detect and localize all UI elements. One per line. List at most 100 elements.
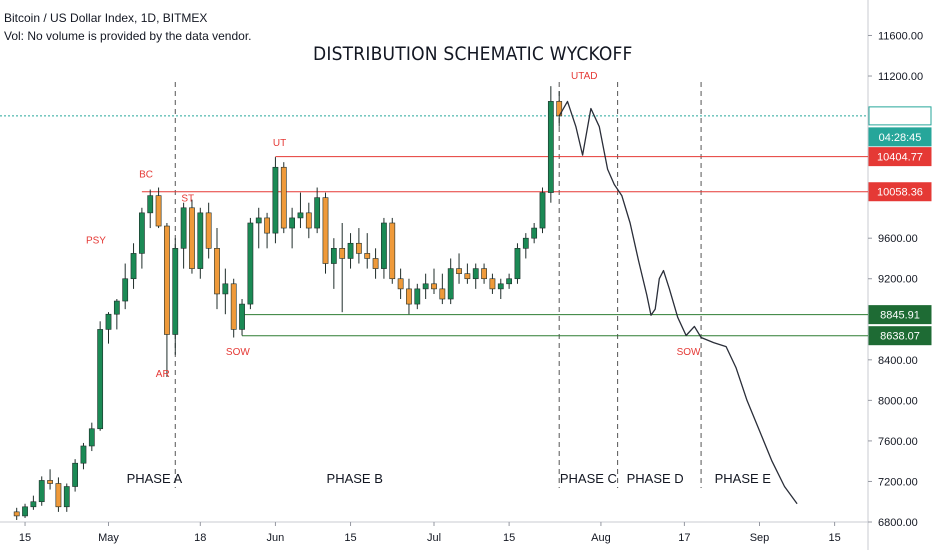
candle-body[interactable] bbox=[155, 195, 162, 227]
candle-body[interactable] bbox=[214, 248, 220, 295]
candle-body[interactable] bbox=[113, 300, 120, 315]
candle-body[interactable] bbox=[63, 486, 70, 508]
candle-body[interactable] bbox=[189, 207, 195, 269]
wyckoff-label-psy: PSY bbox=[86, 235, 106, 246]
candle-body[interactable] bbox=[289, 217, 296, 229]
x-tick-label: 15 bbox=[344, 532, 356, 544]
y-tick-label: 6800.00 bbox=[878, 517, 918, 529]
candle-body[interactable] bbox=[13, 511, 20, 517]
wyckoff-label-sow: SOW bbox=[226, 347, 250, 358]
y-tick-label: 8000.00 bbox=[878, 395, 918, 407]
price-box-red bbox=[868, 182, 932, 202]
candle-body[interactable] bbox=[531, 227, 538, 239]
candle-body[interactable] bbox=[397, 278, 404, 290]
x-tick-label: 15 bbox=[503, 532, 515, 544]
candle-body[interactable] bbox=[489, 278, 496, 290]
candle-body[interactable] bbox=[247, 222, 254, 305]
x-tick-label: 15 bbox=[19, 532, 31, 544]
candle-body[interactable] bbox=[447, 268, 454, 300]
candle-body[interactable] bbox=[280, 166, 287, 229]
candle-body[interactable] bbox=[22, 506, 28, 517]
candle-body[interactable] bbox=[239, 303, 245, 330]
x-tick-label: 18 bbox=[194, 532, 206, 544]
candle-body[interactable] bbox=[330, 248, 337, 264]
x-tick-label: 17 bbox=[678, 532, 690, 544]
phase-label: PHASE C bbox=[560, 471, 617, 486]
y-tick-label: 11600.00 bbox=[878, 30, 923, 42]
price-box-label: 8638.07 bbox=[880, 331, 920, 343]
x-tick-label: 15 bbox=[828, 532, 840, 544]
candle-body[interactable] bbox=[122, 278, 129, 302]
candle-body[interactable] bbox=[322, 197, 329, 264]
candle-body[interactable] bbox=[197, 212, 204, 269]
y-tick-label: 8400.00 bbox=[878, 355, 918, 367]
x-tick-label: Sep bbox=[750, 532, 770, 544]
candle-body[interactable] bbox=[381, 222, 387, 269]
candle-body[interactable] bbox=[522, 237, 529, 249]
candle-body[interactable] bbox=[97, 329, 104, 430]
candle-body[interactable] bbox=[481, 268, 487, 280]
candle-body[interactable] bbox=[72, 462, 79, 487]
candle-body[interactable] bbox=[497, 283, 504, 290]
candle-body[interactable] bbox=[264, 217, 270, 234]
wyckoff-label-ar: AR bbox=[156, 369, 170, 380]
candle-body[interactable] bbox=[439, 288, 446, 300]
candle-body[interactable] bbox=[414, 288, 421, 305]
chart-title: DISTRIBUTION SCHEMATIC WYCKOFF bbox=[313, 43, 633, 65]
candle-body[interactable] bbox=[172, 248, 179, 335]
candle-body[interactable] bbox=[272, 166, 279, 234]
y-tick-label: 9200.00 bbox=[878, 274, 918, 286]
y-tick-label: 11200.00 bbox=[878, 71, 923, 83]
candle-body[interactable] bbox=[406, 288, 412, 305]
candle-body[interactable] bbox=[297, 212, 304, 219]
y-tick-label: 7200.00 bbox=[878, 476, 918, 488]
candle-body[interactable] bbox=[88, 428, 95, 447]
candle-body[interactable] bbox=[355, 242, 362, 254]
phase-label: PHASE E bbox=[715, 471, 772, 486]
candle-body[interactable] bbox=[205, 212, 212, 249]
candle-body[interactable] bbox=[180, 207, 187, 249]
candle-body[interactable] bbox=[105, 313, 112, 330]
candle-body[interactable] bbox=[506, 278, 513, 285]
candle-body[interactable] bbox=[305, 212, 312, 229]
candle-body[interactable] bbox=[38, 480, 45, 503]
candle-body[interactable] bbox=[80, 445, 87, 464]
x-tick-label: May bbox=[98, 532, 119, 544]
volume-note: Vol: No volume is provided by the data v… bbox=[4, 29, 252, 43]
candle-body[interactable] bbox=[255, 217, 262, 224]
candle-body[interactable] bbox=[514, 248, 521, 280]
candle-body[interactable] bbox=[464, 273, 471, 280]
candle-body[interactable] bbox=[130, 253, 137, 280]
candle-body[interactable] bbox=[364, 253, 371, 259]
candle-body[interactable] bbox=[314, 197, 321, 229]
candle-body[interactable] bbox=[30, 501, 37, 508]
bar-countdown: 04:28:45 bbox=[879, 132, 922, 144]
candle-body[interactable] bbox=[547, 101, 554, 193]
price-box-label: 10404.77 bbox=[877, 152, 923, 164]
candle-body[interactable] bbox=[230, 283, 237, 330]
candle-body[interactable] bbox=[539, 192, 546, 229]
candle-body[interactable] bbox=[47, 480, 53, 484]
phase-label: PHASE A bbox=[127, 471, 183, 486]
phase-label: PHASE B bbox=[327, 471, 383, 486]
wyckoff-label-bc: BC bbox=[139, 169, 153, 180]
candle-body[interactable] bbox=[147, 195, 154, 214]
candle-body[interactable] bbox=[456, 268, 462, 274]
candle-body[interactable] bbox=[347, 242, 354, 259]
price-box-teal-outline bbox=[868, 106, 932, 126]
candle-body[interactable] bbox=[372, 258, 379, 269]
y-tick-label: 7600.00 bbox=[878, 436, 918, 448]
candle-body[interactable] bbox=[431, 283, 437, 290]
candle-body[interactable] bbox=[389, 222, 396, 280]
x-tick-label: Jun bbox=[267, 532, 285, 544]
wyckoff-label-utad: UTAD bbox=[571, 71, 597, 82]
candle-body[interactable] bbox=[138, 212, 145, 254]
candle-body[interactable] bbox=[472, 268, 479, 280]
price-box-teal-fill bbox=[868, 127, 932, 147]
candle-body[interactable] bbox=[55, 483, 62, 508]
candle-body[interactable] bbox=[339, 248, 346, 259]
candle-body[interactable] bbox=[422, 283, 429, 290]
candle-body[interactable] bbox=[164, 225, 170, 335]
candle-body[interactable] bbox=[222, 283, 229, 295]
